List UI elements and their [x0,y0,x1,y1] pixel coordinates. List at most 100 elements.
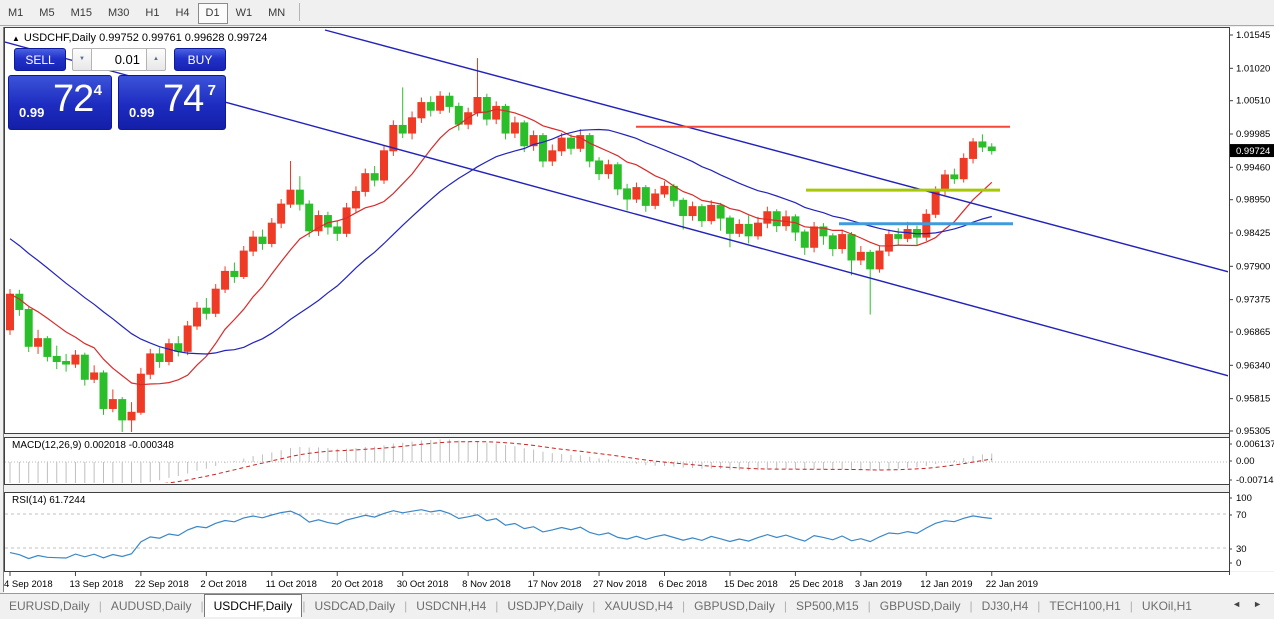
candle-body [800,231,809,248]
volume-input[interactable] [92,48,146,71]
candle-body [146,353,155,375]
date-axis-label: 4 Sep 2018 [4,579,53,590]
candle-body [828,235,837,250]
chart-tab-usdcnh-h4[interactable]: USDCNH,H4 [416,599,487,613]
buy-price-tile[interactable]: 0.99 74 7 [118,75,226,130]
candle-body [744,223,753,237]
chart-tab-ukoil-h1[interactable]: UKOil,H1 [1141,599,1192,613]
candle-body [34,338,43,347]
buy-button[interactable]: BUY [174,48,226,71]
candle-body [510,122,519,134]
tab-scroll-left-icon[interactable]: ◄ [1232,599,1242,609]
tab-separator: | [1129,599,1133,613]
candle-body [613,164,622,190]
candle-body [90,372,99,380]
candle-body [71,354,80,365]
candle-body [286,189,295,205]
candle-body [398,124,407,134]
candle-body [791,216,800,233]
candle-body [408,117,417,134]
candle-body [389,124,398,152]
date-axis-label: 20 Oct 2018 [331,579,383,590]
candle-body [875,250,884,270]
candle-body [959,157,968,180]
sell-price-tile[interactable]: 0.99 72 4 [8,75,112,130]
timeframe-button-m5[interactable]: M5 [39,7,55,19]
collapse-arrow-icon[interactable]: ▲ [12,34,20,43]
chart-tab-tech100-h1[interactable]: TECH100,H1 [1049,599,1121,613]
candle-body [922,213,931,238]
timeframe-button-mn[interactable]: MN [268,7,286,19]
timeframe-button-m15[interactable]: M15 [70,7,92,19]
sell-button[interactable]: SELL [14,48,66,71]
candle-body [950,174,959,180]
chart-tab-usdjpy-daily[interactable]: USDJPY,Daily [507,599,584,613]
candle-body [24,308,33,347]
candle-body [492,105,501,120]
chart-tab-gbpusd-daily[interactable]: GBPUSD,Daily [694,599,775,613]
chart-tab-sp500-m15[interactable]: SP500,M15 [795,599,859,613]
volume-decrease-button[interactable]: ▼ [72,48,92,71]
chart-tab-dj30-h4[interactable]: DJ30,H4 [981,599,1029,613]
timeframe-button-w1[interactable]: W1 [235,7,253,19]
buy-price-main: 74 [163,78,204,120]
date-axis-label: 22 Jan 2019 [986,579,1038,590]
chart-tab-gbpusd-daily[interactable]: GBPUSD,Daily [879,599,961,613]
candle-body [725,217,734,234]
chart-tab-eurusd-daily[interactable]: EURUSD,Daily [9,599,90,613]
candle-body [230,270,239,277]
candle-body [202,307,211,314]
rsi-label: RSI(14) 61.7244 [12,495,86,506]
candle-body [978,141,987,148]
candle-body [529,135,538,147]
timeframe-buttons: M1 M5 M15 M30 H1 H4 D1 W1 MN [0,3,293,24]
ma-slow-line [9,128,992,355]
date-axis-label: 22 Sep 2018 [135,579,189,590]
tab-separator: | [98,599,102,613]
timeframe-button-h1[interactable]: H1 [145,7,160,19]
candle-body [763,211,772,224]
rsi-axis-label: 70 [1236,510,1247,521]
date-axis-label: 30 Oct 2018 [397,579,449,590]
rsi-axis-label: 30 [1236,544,1247,555]
candle-body [557,137,566,152]
tab-separator: | [302,599,306,613]
price-axis-label: 1.01545 [1236,30,1270,41]
timeframe-button-m30[interactable]: M30 [107,7,130,19]
chart-tab-usdchf-daily[interactable]: USDCHF,Daily [203,594,303,618]
candle-body [894,234,903,239]
current-price-tag [1230,144,1274,158]
ma-fast-line [9,108,993,386]
candle-body [305,203,314,232]
candle-body [52,355,61,363]
chart-tab-xauusd-h4[interactable]: XAUUSD,H4 [604,599,674,613]
candle-body [969,141,978,159]
chart-tabs-bar: EURUSD,Daily | AUDUSD,Daily | USDCHF,Daily | U… [0,593,1274,618]
timeframe-button-h4[interactable]: H4 [175,7,190,19]
volume-increase-button[interactable]: ▲ [146,48,166,71]
status-strip [0,617,1274,619]
tab-separator: | [200,599,204,613]
date-axis-label: 3 Jan 2019 [855,579,902,590]
chart-tab-audusd-daily[interactable]: AUDUSD,Daily [110,599,192,613]
tab-scroll-right-icon[interactable]: ► [1253,599,1262,609]
candle-body [866,251,875,270]
candle-body [417,102,426,119]
candle-body [501,105,510,134]
candle-body [679,199,688,217]
candle-body [258,236,267,244]
timeframe-button-d1[interactable]: D1 [197,3,228,24]
timeframe-button-m1[interactable]: M1 [8,7,24,19]
candle-body [987,146,996,152]
price-axis-label: 0.96865 [1236,327,1270,338]
candle-body [164,343,173,363]
chart-symbol-label: USDCHF,Daily [23,32,97,44]
candle-body [856,251,865,261]
candle-body [735,223,744,234]
candle-body [697,206,706,222]
chart-tab-usdcad-daily[interactable]: USDCAD,Daily [314,599,396,613]
candle-body [454,105,463,125]
chart-tabs: EURUSD,Daily | AUDUSD,Daily | USDCHF,Daily | U… [0,594,1201,618]
price-axis-label: 0.97375 [1236,295,1270,306]
channel-upper[interactable] [324,29,1229,273]
